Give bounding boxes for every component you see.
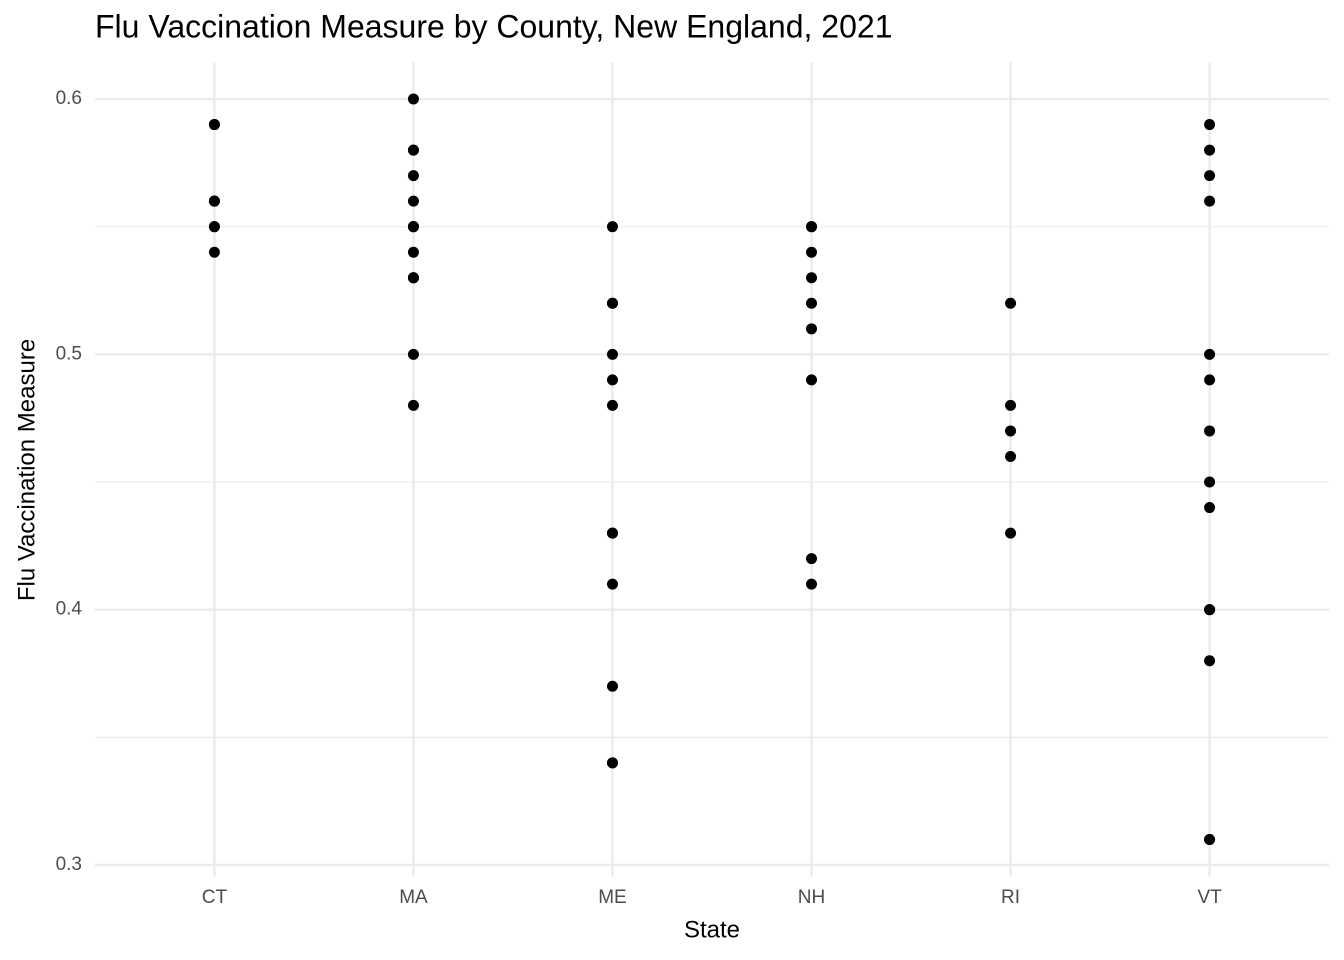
point (1204, 119, 1216, 131)
point (407, 195, 419, 207)
point (606, 578, 618, 590)
point (407, 93, 419, 105)
point (1005, 399, 1017, 411)
point (606, 680, 618, 692)
x-axis-title: State (684, 916, 740, 943)
point (1204, 655, 1216, 667)
x-tick-label: RI (1001, 887, 1020, 908)
y-tick-label: 0.4 (56, 599, 83, 620)
y-tick-label: 0.6 (56, 88, 82, 109)
point (606, 757, 618, 769)
point (806, 246, 818, 258)
point (407, 246, 419, 258)
point (1204, 502, 1216, 514)
y-axis-title: Flu Vaccination Measure (13, 339, 40, 601)
point (407, 399, 419, 411)
point (606, 399, 618, 411)
point (806, 553, 818, 565)
point (1005, 297, 1017, 309)
point (1204, 374, 1216, 386)
point (208, 221, 220, 233)
y-tick-label: 0.5 (56, 343, 82, 364)
point (407, 348, 419, 360)
y-tick-label: 0.3 (56, 854, 82, 875)
point (606, 297, 618, 309)
point (1204, 604, 1216, 616)
x-tick-label: NH (798, 887, 825, 908)
point (806, 297, 818, 309)
point (407, 144, 419, 156)
point (606, 527, 618, 539)
point (1005, 527, 1017, 539)
point (1204, 195, 1216, 207)
point (1204, 170, 1216, 182)
point (208, 195, 220, 207)
point (208, 119, 220, 131)
point (606, 221, 618, 233)
point (407, 221, 419, 233)
point (1005, 425, 1017, 437)
point (1005, 450, 1017, 462)
point (1204, 833, 1216, 845)
x-tick-label: VT (1197, 887, 1222, 908)
point (806, 323, 818, 335)
point (1204, 348, 1216, 360)
point (606, 374, 618, 386)
point (407, 272, 419, 284)
point (806, 272, 818, 284)
point (806, 221, 818, 233)
point (407, 170, 419, 182)
point (1204, 476, 1216, 488)
x-tick-label: CT (202, 887, 228, 908)
point (806, 578, 818, 590)
point (1204, 425, 1216, 437)
x-tick-label: ME (598, 887, 627, 908)
point (208, 246, 220, 258)
point (1204, 144, 1216, 156)
point (606, 348, 618, 360)
chart-title: Flu Vaccination Measure by County, New E… (95, 8, 892, 44)
point (806, 374, 818, 386)
x-tick-label: MA (399, 887, 428, 908)
